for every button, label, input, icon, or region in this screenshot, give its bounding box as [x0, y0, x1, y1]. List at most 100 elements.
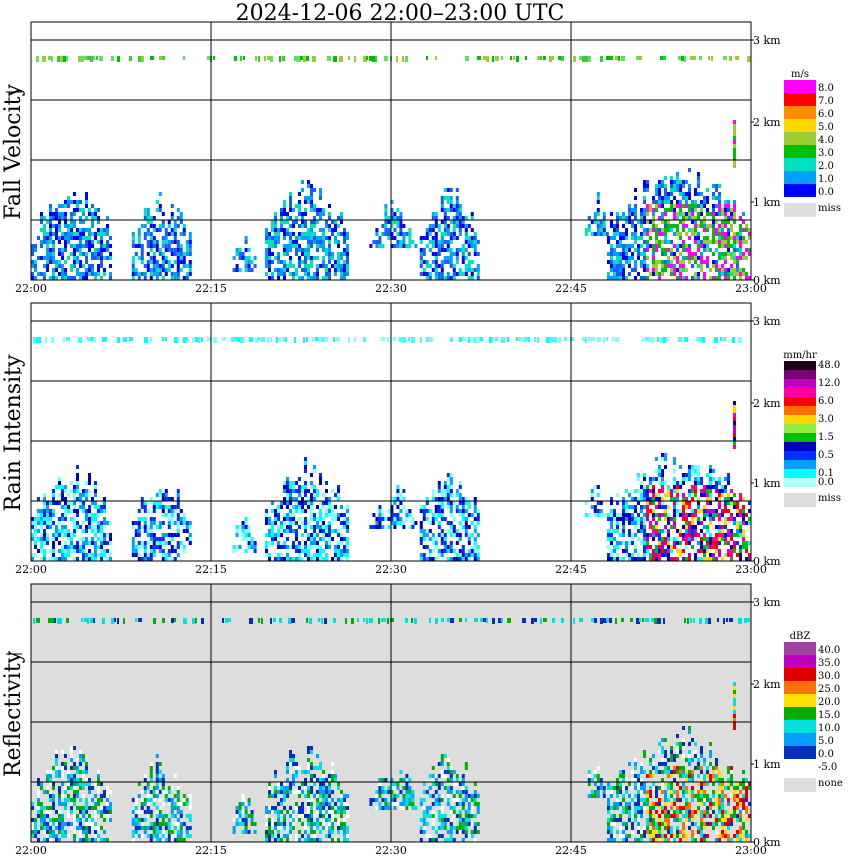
echo-pixel [298, 200, 301, 204]
echo-pixel [437, 533, 441, 537]
echo-pixel [76, 272, 79, 276]
echo-pixel [249, 337, 253, 342]
echo-pixel [467, 252, 471, 256]
echo-pixel [195, 337, 199, 342]
echo-pixel [37, 521, 40, 525]
echo-pixel [340, 838, 343, 842]
echo-pixel [88, 272, 91, 276]
echo-pixel [292, 224, 295, 228]
echo-pixel [292, 782, 295, 786]
echo-pixel [271, 276, 274, 280]
echo-pixel [319, 814, 322, 818]
echo-pixel [390, 200, 394, 204]
echo-pixel [46, 806, 49, 810]
echo-pixel [733, 132, 736, 136]
echo-pixel [408, 232, 412, 236]
echo-pixel [616, 228, 619, 232]
echo-pixel [140, 252, 144, 256]
echo-pixel [140, 541, 144, 545]
echo-pixel [739, 232, 742, 236]
echo-pixel [310, 200, 313, 204]
echo-pixel [31, 557, 34, 561]
echo-pixel [616, 513, 619, 517]
echo-pixel [52, 802, 55, 806]
echo-pixel [594, 618, 597, 623]
echo-pixel [158, 264, 162, 268]
echo-pixel [167, 220, 171, 224]
echo-pixel [295, 549, 298, 553]
echo-pixel [718, 212, 721, 216]
echo-pixel [298, 830, 301, 834]
echo-pixel [40, 212, 43, 216]
echo-pixel [76, 782, 79, 786]
echo-pixel [449, 513, 453, 517]
echo-pixel [40, 549, 43, 553]
echo-pixel [640, 493, 643, 497]
echo-pixel [170, 834, 174, 838]
echo-pixel [643, 493, 646, 497]
echo-pixel [343, 276, 346, 280]
echo-pixel [64, 549, 67, 553]
echo-pixel [155, 260, 159, 264]
echo-pixel [295, 521, 298, 525]
echo-pixel [328, 268, 331, 272]
echo-pixel [292, 545, 295, 549]
echo-pixel [522, 337, 526, 342]
echo-pixel [322, 778, 325, 782]
echo-pixel [615, 337, 619, 342]
echo-pixel [60, 56, 63, 62]
echo-pixel [405, 806, 409, 810]
echo-pixel [316, 790, 319, 794]
echo-pixel [384, 232, 388, 236]
echo-pixel [452, 272, 456, 276]
echo-pixel [738, 618, 742, 624]
echo-pixel [85, 802, 88, 806]
echo-pixel [277, 228, 280, 232]
echo-pixel [328, 521, 331, 525]
echo-pixel [100, 244, 103, 248]
echo-pixel [85, 513, 88, 517]
echo-pixel [739, 525, 742, 529]
echo-pixel [606, 56, 610, 60]
echo-pixel [273, 618, 276, 622]
echo-pixel [43, 224, 46, 228]
echo-pixel [437, 481, 441, 485]
echo-pixel [639, 56, 642, 60]
echo-pixel [319, 806, 322, 810]
echo-pixel [328, 505, 331, 509]
echo-pixel [603, 337, 605, 343]
echo-pixel [685, 276, 688, 280]
echo-pixel [176, 224, 180, 228]
echo-pixel [434, 216, 438, 220]
echo-pixel [313, 497, 316, 501]
echo-pixel [730, 264, 733, 268]
echo-pixel [146, 814, 150, 818]
echo-pixel [399, 493, 403, 497]
echo-pixel [81, 56, 84, 62]
echo-pixel [736, 509, 739, 513]
echo-pixel [316, 810, 319, 814]
echo-pixel [158, 838, 162, 842]
echo-pixel [715, 549, 718, 553]
echo-pixel [703, 216, 706, 220]
echo-pixel [64, 798, 67, 802]
echo-pixel [691, 513, 694, 517]
echo-pixel [443, 208, 447, 212]
echo-pixel [43, 517, 46, 521]
echo-pixel [643, 216, 646, 220]
echo-pixel [655, 264, 658, 268]
echo-pixel [649, 272, 652, 276]
colorbar-swatch [784, 406, 816, 415]
echo-pixel [31, 834, 34, 838]
echo-pixel [301, 236, 304, 240]
echo-pixel [682, 228, 685, 232]
echo-pixel [739, 268, 742, 272]
echo-pixel [696, 337, 700, 341]
echo-pixel [718, 481, 721, 485]
echo-pixel [733, 425, 736, 429]
echo-pixel [131, 818, 135, 822]
echo-pixel [375, 244, 379, 248]
echo-pixel [712, 212, 715, 216]
echo-pixel [718, 268, 721, 272]
echo-pixel [91, 240, 94, 244]
